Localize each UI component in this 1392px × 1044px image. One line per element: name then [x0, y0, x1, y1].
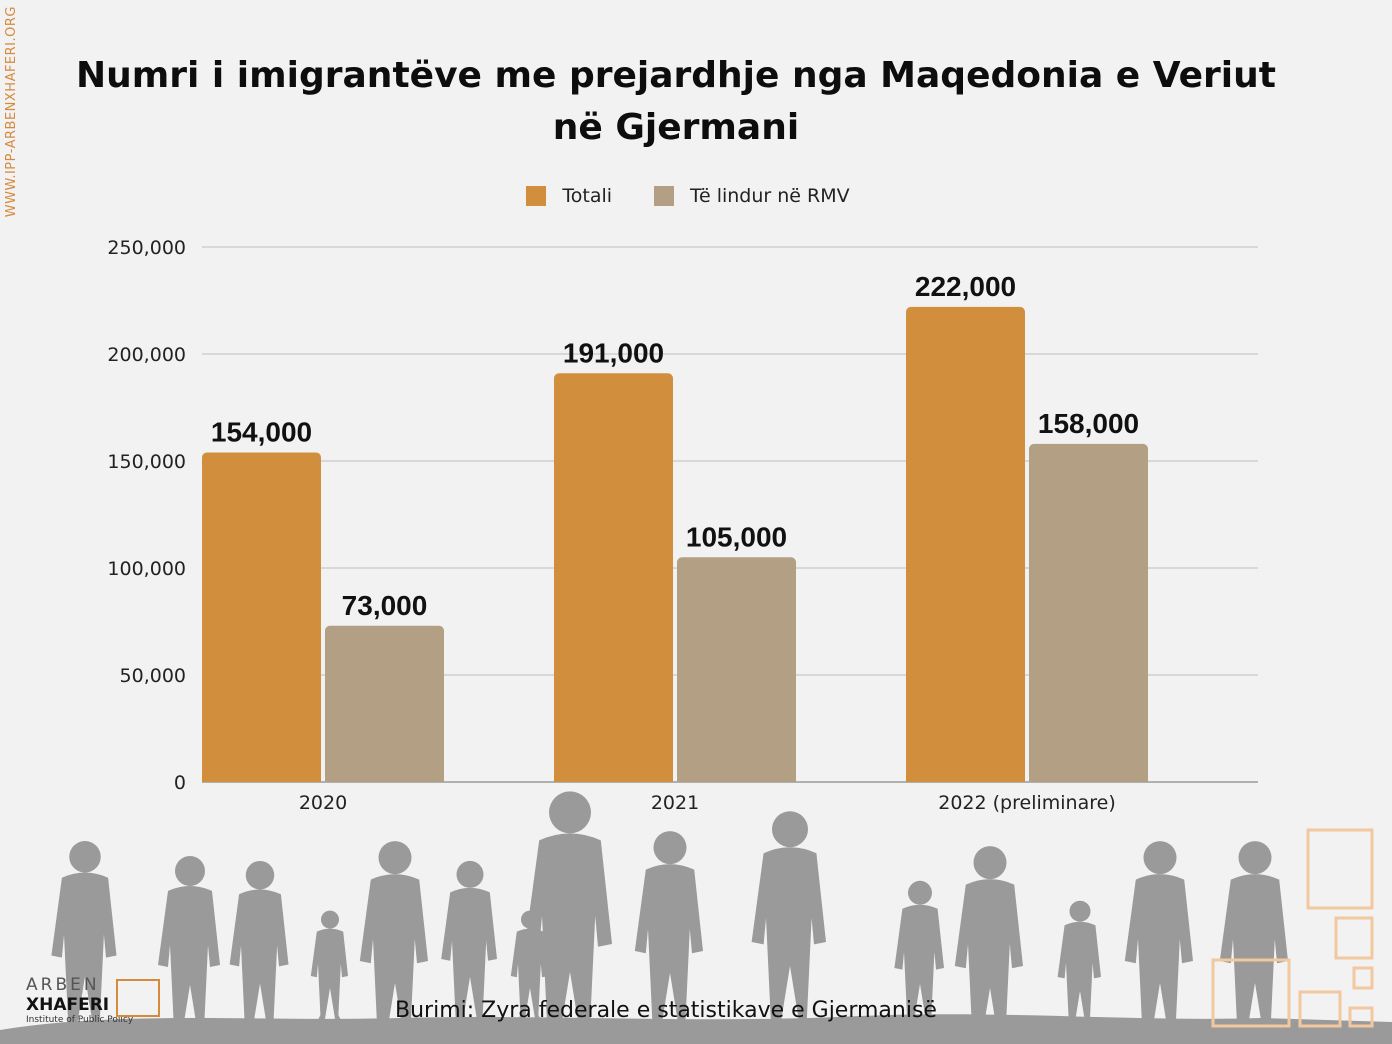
y-tick-label: 0: [174, 772, 186, 794]
bar: [1029, 443, 1148, 782]
bar: [906, 306, 1025, 782]
legend-label-totali: Totali: [562, 185, 613, 207]
person-silhouette: [229, 860, 289, 1044]
y-tick-label: 200,000: [107, 344, 186, 366]
bar-base: [1029, 774, 1148, 782]
x-category-label: 2020: [299, 792, 347, 814]
bar-chart: 0 50,000 100,000 150,000 200,000 250,000 154,…: [107, 237, 1258, 814]
person-silhouette: [51, 841, 117, 1044]
data-label: 73,000: [342, 590, 428, 621]
bar: [202, 452, 321, 782]
bar-base: [677, 774, 796, 782]
person-silhouette: [158, 856, 220, 1044]
legend-swatch-totali: [526, 186, 547, 206]
signature-mark: [116, 979, 160, 1017]
x-category-label: 2022 (preliminare): [938, 792, 1115, 814]
x-category-label: 2021: [651, 792, 699, 814]
person-silhouette: [310, 910, 348, 1033]
person-silhouette: [954, 846, 1024, 1044]
bar: [325, 625, 444, 782]
person-silhouette: [1219, 841, 1289, 1044]
legend-item-rmv: Të lindur në RMV: [654, 185, 850, 207]
chart-title: Numri i imigrantëve me prejardhje nga Ma…: [76, 55, 1276, 148]
logo-line-3: Institute of Public Policy: [26, 1015, 134, 1025]
data-label: 105,000: [686, 521, 787, 552]
person-silhouette: [525, 791, 612, 1044]
institute-logo: ARBEN XHAFERI Institute of Public Policy: [26, 975, 166, 1025]
person-silhouette: [634, 831, 704, 1044]
migrants-silhouette-illustration: [0, 791, 1392, 1044]
data-label: 158,000: [1038, 408, 1139, 439]
bar-base: [202, 774, 321, 782]
y-tick-label: 150,000: [107, 451, 186, 473]
source-note: Burimi: Zyra federale e statistikave e G…: [395, 998, 937, 1023]
chart-legend: Totali Të lindur në RMV: [0, 185, 1392, 207]
bar-base: [325, 774, 444, 782]
person-silhouette: [894, 880, 944, 1044]
person-silhouette: [441, 860, 497, 1044]
bar-base: [554, 774, 673, 782]
logo-line-1: ARBEN: [26, 975, 100, 995]
data-label: 191,000: [563, 337, 664, 368]
legend-item-totali: Totali: [526, 185, 612, 207]
y-tick-label: 50,000: [120, 665, 186, 687]
bar: [554, 373, 673, 782]
data-label: 222,000: [915, 271, 1016, 302]
y-tick-label: 100,000: [107, 558, 186, 580]
person-silhouette: [359, 841, 429, 1044]
data-label: 154,000: [211, 416, 312, 447]
bar: [677, 557, 796, 782]
bar-base: [906, 774, 1025, 782]
person-silhouette: [1057, 900, 1101, 1043]
person-silhouette: [751, 811, 827, 1044]
logo-line-2: XHAFERI: [26, 995, 110, 1015]
legend-label-rmv: Të lindur në RMV: [690, 185, 850, 207]
y-tick-label: 250,000: [107, 237, 186, 259]
person-silhouette: [1124, 841, 1194, 1044]
legend-swatch-rmv: [654, 186, 675, 206]
